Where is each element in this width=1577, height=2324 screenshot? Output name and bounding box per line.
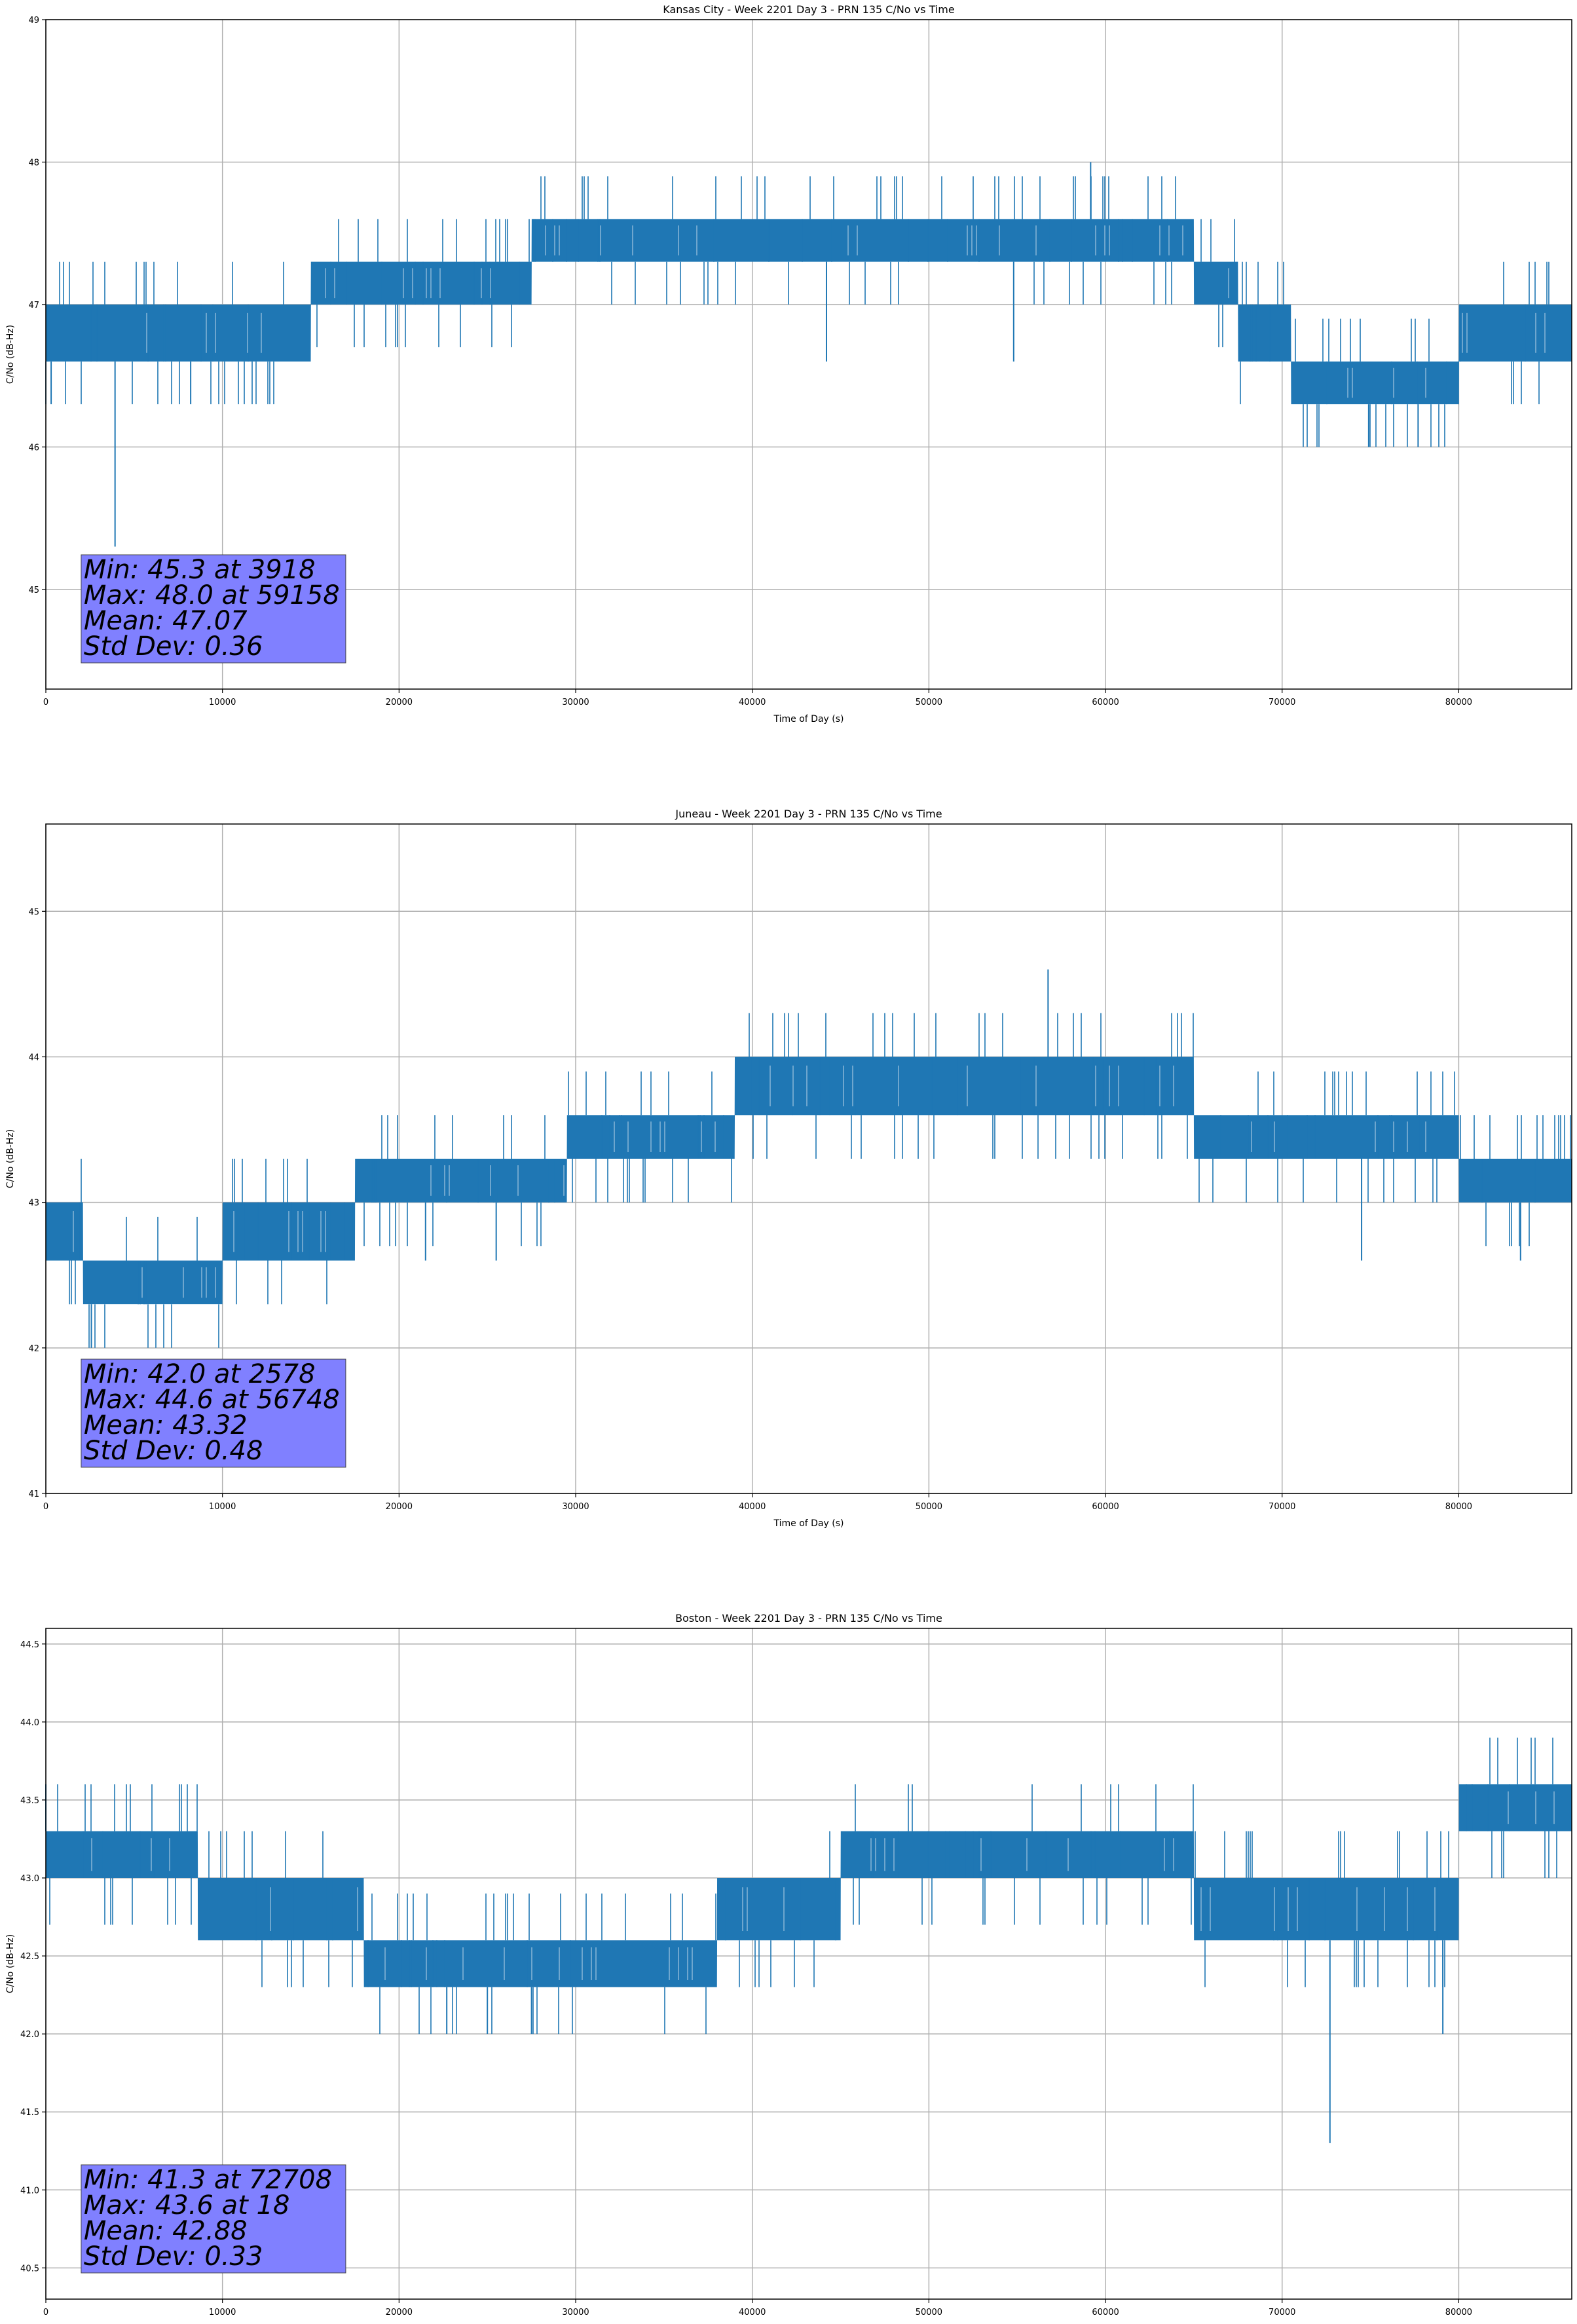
x-tick-label: 0 — [43, 698, 48, 707]
x-tick-label: 50000 — [916, 2308, 942, 2317]
stats-std: Std Dev: 0.33 — [84, 2241, 263, 2272]
x-tick-label: 20000 — [386, 698, 413, 707]
y-tick-label: 42.5 — [20, 1952, 39, 1962]
chart-title: Boston - Week 2201 Day 3 - PRN 135 C/No … — [675, 1612, 942, 1624]
signal-texture — [146, 225, 1546, 398]
x-tick-label: 20000 — [386, 1502, 413, 1512]
x-tick-label: 30000 — [562, 1502, 589, 1512]
signal-texture — [91, 1791, 1555, 1980]
stats-min: Min: 45.3 at 3918 — [84, 555, 316, 585]
stats-box-background — [81, 1359, 346, 1468]
x-tick-label: 70000 — [1269, 1502, 1295, 1512]
stats-min: Min: 42.0 at 2578 — [84, 1359, 316, 1389]
axes-frame — [45, 19, 1572, 690]
x-tick-label: 50000 — [916, 1502, 942, 1512]
x-axis-label: Time of Day (s) — [773, 1518, 844, 1529]
x-tick-label: 40000 — [739, 1502, 766, 1512]
y-tick-label: 45 — [28, 586, 39, 595]
y-tick-label: 44.5 — [20, 1640, 39, 1650]
signal-noise — [69, 1013, 1571, 1348]
axes-frame — [45, 823, 1572, 1494]
series-line — [46, 969, 1572, 1348]
kansas-city-chart: 0 10000 20000 30000 40000 50000 60000 70000 8000… — [5, 3, 1572, 724]
signal-texture — [73, 1065, 1426, 1298]
stats-max: Max: 44.6 at 56748 — [84, 1385, 340, 1415]
x-tick-label: 0 — [43, 1502, 48, 1512]
y-tick-label: 48 — [28, 158, 39, 168]
y-axis-label: C/No (dB-Hz) — [5, 1934, 16, 1993]
stats-max: Max: 43.6 at 18 — [84, 2190, 289, 2221]
stats-min: Min: 41.3 at 72708 — [84, 2165, 332, 2195]
chart-title: Kansas City - Week 2201 Day 3 - PRN 135 … — [663, 3, 954, 16]
x-tick-label: 60000 — [1092, 1502, 1119, 1512]
x-tick-label: 30000 — [562, 2308, 589, 2317]
stats-mean: Mean: 42.88 — [84, 2216, 248, 2246]
y-tick-label: 43.5 — [20, 1796, 39, 1806]
x-tick-label: 10000 — [209, 2308, 236, 2317]
x-tick-label: 80000 — [1445, 2308, 1472, 2317]
x-tick-label: 40000 — [739, 2308, 766, 2317]
y-tick-label: 41.5 — [20, 2108, 39, 2118]
y-tick-label: 44.0 — [20, 1718, 39, 1728]
stats-max: Max: 48.0 at 59158 — [84, 580, 340, 610]
stats-box-background — [81, 2164, 346, 2274]
y-tick-label: 41 — [28, 1490, 39, 1499]
stats-box-background — [81, 554, 346, 664]
y-axis-label: C/No (dB-Hz) — [5, 1129, 16, 1188]
x-tick-label: 10000 — [209, 1502, 236, 1512]
x-tick-label: 60000 — [1092, 698, 1119, 707]
stats-std: Std Dev: 0.48 — [84, 1436, 263, 1466]
signal-noise — [49, 1737, 1557, 2034]
x-tick-label: 60000 — [1092, 2308, 1119, 2317]
x-tick-label: 70000 — [1269, 698, 1295, 707]
y-tick-label: 49 — [28, 16, 39, 26]
y-tick-label: 42 — [28, 1344, 39, 1354]
juneau-chart: 0 10000 20000 30000 40000 50000 60000 70000 8000… — [5, 808, 1572, 1529]
stats-std: Std Dev: 0.36 — [84, 631, 263, 662]
y-tick-label: 40.5 — [20, 2264, 39, 2274]
y-tick-label: 41.0 — [20, 2186, 39, 2196]
x-tick-label: 0 — [43, 2308, 48, 2317]
signal-band — [46, 219, 1572, 405]
y-tick-label: 44 — [28, 1053, 39, 1062]
y-tick-label: 45 — [28, 907, 39, 917]
stats-mean: Mean: 43.32 — [84, 1410, 248, 1440]
x-tick-label: 80000 — [1445, 1502, 1472, 1512]
y-tick-label: 43 — [28, 1199, 39, 1209]
y-axis-label: C/No (dB-Hz) — [5, 325, 16, 384]
chart-title: Juneau - Week 2201 Day 3 - PRN 135 C/No … — [675, 808, 942, 820]
x-tick-label: 30000 — [562, 698, 589, 707]
x-tick-label: 80000 — [1445, 698, 1472, 707]
y-tick-label: 46 — [28, 443, 39, 453]
signal-band — [46, 1784, 1572, 1987]
x-tick-label: 70000 — [1269, 2308, 1295, 2317]
y-tick-label: 43.0 — [20, 1874, 39, 1884]
boston-chart: 0 10000 20000 30000 40000 50000 60000 70000 8000… — [5, 1612, 1572, 2317]
y-tick-label: 42.0 — [20, 2030, 39, 2040]
x-tick-label: 10000 — [209, 698, 236, 707]
signal-band — [46, 1057, 1572, 1305]
x-tick-label: 40000 — [739, 698, 766, 707]
series-line — [45, 1737, 1572, 2143]
x-tick-label: 50000 — [916, 698, 942, 707]
x-tick-label: 20000 — [386, 2308, 413, 2317]
y-tick-label: 47 — [28, 301, 39, 310]
x-axis-label: Time of Day (s) — [773, 714, 844, 724]
axes-frame — [45, 1628, 1572, 2300]
stats-mean: Mean: 47.07 — [84, 606, 248, 636]
